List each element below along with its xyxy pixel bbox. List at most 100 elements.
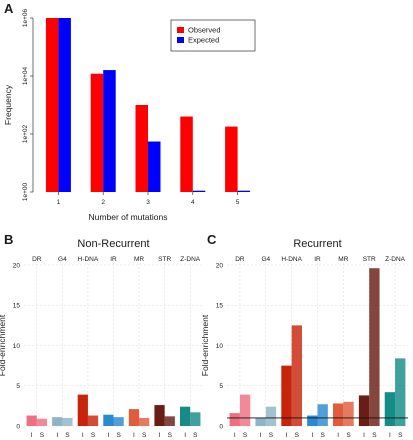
legend-swatch-observed	[177, 27, 184, 33]
y-tick-label: 1e+06	[22, 8, 29, 27]
y-tick-label: 10	[13, 343, 21, 350]
bar-mr-s	[343, 401, 354, 426]
bar-label-i: I	[234, 432, 236, 439]
y-tick-label: 1e+02	[22, 124, 29, 143]
bar-str-s	[164, 416, 175, 426]
bar-dr-i	[26, 415, 37, 426]
bar-str-i	[358, 395, 370, 426]
bar-mr-i	[128, 409, 140, 426]
y-tick-label: 0	[219, 423, 223, 430]
bar-label-i: I	[286, 432, 288, 439]
group-label-mr: MR	[134, 256, 144, 263]
y-tick-label: 5	[219, 383, 223, 390]
y-axis-label: Frequency	[3, 84, 13, 125]
panel-title: Non-Recurrent	[77, 238, 149, 250]
group-label-dr: DR	[235, 256, 245, 263]
group-label-g4: G4	[261, 256, 270, 263]
bar-label-i: I	[184, 432, 186, 439]
bar-z-dna-s	[395, 358, 406, 426]
bar-observed-4	[180, 116, 193, 192]
group-label-h-dna: H-DNA	[78, 256, 99, 263]
bar-expected-5	[237, 190, 251, 192]
x-tick-label-3: 3	[146, 199, 150, 206]
x-tick-label-4: 4	[191, 199, 195, 206]
y-tick-label: 15	[216, 303, 224, 310]
y-tick-label: 20	[13, 262, 21, 269]
bar-observed-3	[135, 105, 148, 192]
group-label-str: STR	[363, 256, 376, 263]
bar-h-dna-s	[87, 415, 99, 426]
bar-label-s: S	[398, 432, 403, 439]
bar-h-dna-i	[281, 365, 292, 426]
group-label-h-dna: H-DNA	[281, 256, 302, 263]
bar-h-dna-s	[291, 325, 302, 426]
panel-letter-a: A	[4, 1, 14, 16]
legend-label-observed: Observed	[188, 26, 221, 35]
bar-label-i: I	[107, 432, 109, 439]
bar-dr-s	[239, 394, 251, 426]
x-axis-label: Number of mutations	[89, 212, 168, 222]
bar-mr-i	[333, 403, 344, 426]
y-tick-label: 20	[216, 262, 224, 269]
panel-title: Recurrent	[293, 238, 341, 250]
x-tick-label-5: 5	[236, 199, 240, 206]
bar-label-i: I	[133, 432, 135, 439]
group-label-z-dna: Z-DNA	[180, 256, 201, 263]
bar-g4-i	[52, 417, 63, 426]
y-tick-label: 10	[216, 343, 224, 350]
group-label-z-dna: Z-DNA	[385, 256, 406, 263]
bar-observed-5	[225, 126, 238, 192]
bar-label-s: S	[116, 432, 121, 439]
bar-expected-3	[148, 141, 161, 192]
y-tick-label: 1e+00	[22, 182, 29, 201]
group-label-ir: IR	[314, 256, 321, 263]
bar-label-i: I	[56, 432, 58, 439]
bar-observed-2	[90, 73, 104, 192]
group-label-ir: IR	[110, 256, 117, 263]
bar-str-i	[154, 405, 165, 426]
bar-expected-4	[192, 190, 206, 192]
x-tick-label-1: 1	[57, 199, 61, 206]
legend-label-expected: Expected	[188, 36, 219, 45]
bar-z-dna-s	[190, 412, 201, 426]
group-label-str: STR	[158, 256, 171, 263]
y-axis-label: Fold-enrichment	[0, 314, 7, 376]
bar-str-s	[369, 268, 380, 426]
bar-label-s: S	[372, 432, 377, 439]
bar-mr-s	[139, 417, 150, 426]
bar-label-s: S	[320, 432, 325, 439]
bar-label-i: I	[337, 432, 339, 439]
bar-g4-i	[255, 417, 266, 426]
bar-ir-s	[113, 417, 124, 426]
bar-label-s: S	[243, 432, 248, 439]
bar-label-s: S	[91, 432, 96, 439]
bar-label-s: S	[295, 432, 300, 439]
bar-ir-i	[103, 414, 114, 426]
panel-letter-c: C	[207, 232, 217, 247]
bar-label-s: S	[142, 432, 147, 439]
bar-label-i: I	[82, 432, 84, 439]
y-tick-label: 1e+04	[22, 66, 29, 85]
group-label-dr: DR	[32, 256, 42, 263]
bar-label-s: S	[65, 432, 70, 439]
bar-label-i: I	[389, 432, 391, 439]
bar-label-i: I	[260, 432, 262, 439]
bar-ir-i	[307, 415, 318, 426]
bar-z-dna-i	[179, 406, 191, 426]
y-tick-label: 15	[13, 303, 21, 310]
bar-label-s: S	[269, 432, 274, 439]
bar-g4-s	[62, 417, 73, 426]
y-axis-label: Fold-enrichment	[200, 314, 210, 376]
bar-label-s: S	[40, 432, 45, 439]
bar-g4-s	[265, 406, 277, 426]
bar-h-dna-i	[77, 394, 88, 426]
bar-expected-1	[58, 18, 71, 192]
bar-ir-s	[317, 404, 328, 426]
bar-label-s: S	[168, 432, 173, 439]
bar-label-s: S	[193, 432, 198, 439]
bar-label-s: S	[346, 432, 351, 439]
bar-expected-2	[103, 70, 116, 192]
